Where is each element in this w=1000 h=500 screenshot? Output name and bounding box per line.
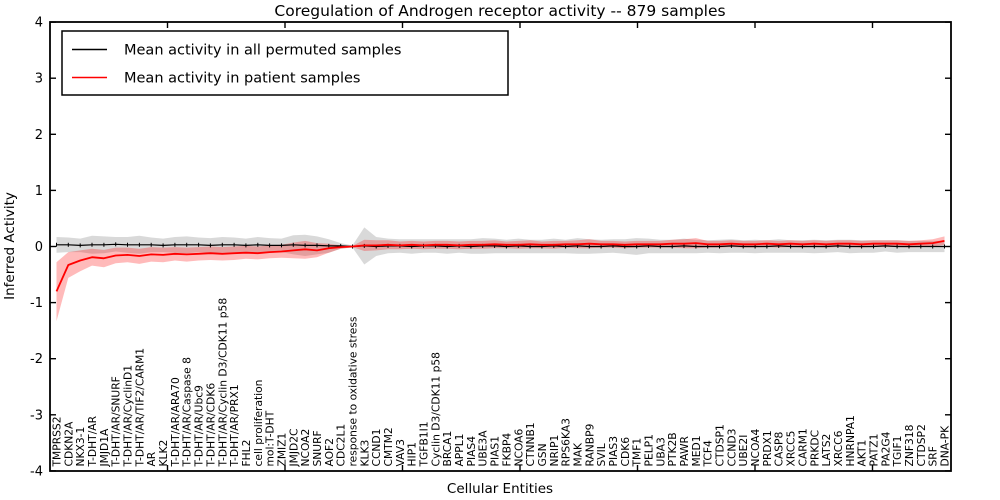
x-category-label: NRIP1 <box>548 435 561 467</box>
x-category-label: NKX3-1 <box>74 427 87 467</box>
patient-mean-line <box>55 240 945 292</box>
y-tick-label: -2 <box>30 352 43 367</box>
x-category-label: XRCC5 <box>785 431 798 467</box>
x-category-label: FHL2 <box>240 440 253 467</box>
x-category-label: PA2G4 <box>879 431 892 466</box>
x-category-label: APPL1 <box>453 434 466 467</box>
x-category-label: TMPRSS2 <box>51 417 64 468</box>
y-tick-label: -1 <box>30 296 43 311</box>
x-category-label: VAV3 <box>394 439 407 466</box>
x-category-label: CCND1 <box>370 429 383 467</box>
y-axis-label: Inferred Activity <box>2 192 18 300</box>
x-category-label: DNA-PK <box>939 425 952 467</box>
x-category-label: CDKN2A <box>62 421 75 466</box>
legend: Mean activity in all permuted samples Me… <box>61 30 509 96</box>
x-category-label: ZMIZ1 <box>276 433 289 467</box>
x-category-label: CMTM2 <box>382 427 395 466</box>
x-category-label: LATS2 <box>820 434 833 467</box>
x-category-label: T-DHT/AR/Caspase 8 <box>181 357 194 468</box>
x-category-label: JMJD1A <box>98 428 111 468</box>
x-category-label: T-DHT/AR/Ubc9 <box>193 385 206 468</box>
x-category-label: NCOA6 <box>512 429 525 467</box>
x-category-label: CDC2L1 <box>335 424 348 467</box>
x-category-label: PELP1 <box>643 434 656 466</box>
x-category-label: PIAS4 <box>465 436 478 467</box>
x-category-label: T-DHT/AR/ARA70 <box>169 377 182 468</box>
x-category-label: PAWR <box>678 435 691 466</box>
x-category-label: TGIF1 <box>891 436 904 468</box>
x-category-label: FKBP4 <box>500 433 513 467</box>
y-tick-label: -4 <box>30 464 43 479</box>
x-category-label: HNRNPA1 <box>844 415 857 466</box>
x-category-label: PIAS3 <box>607 436 620 467</box>
x-category-label: cell proliferation <box>252 380 265 467</box>
x-category-label: KLK3 <box>358 440 371 467</box>
x-category-label: ZNF318 <box>903 424 916 466</box>
x-category-label: UBA3 <box>654 437 667 466</box>
x-category-label: AR <box>145 451 158 466</box>
x-category-label: NCOA4 <box>749 429 762 467</box>
x-category-label: SVIL <box>595 443 608 466</box>
x-category-label: T-DHT/AR/CDK6 <box>204 383 217 468</box>
x-category-label: UBE2I <box>737 435 750 467</box>
x-category-label: PIAS1 <box>489 436 502 467</box>
x-category-label: mol:T-DHT <box>264 410 277 466</box>
x-category-label: CTDSP2 <box>915 424 928 466</box>
x-category-label: Cyclin D3/CDK11 p58 <box>429 352 442 467</box>
legend-box <box>61 30 509 96</box>
x-category-label: response to oxidative stress <box>347 316 360 466</box>
x-category-label: T-DHT/AR <box>86 415 99 467</box>
x-category-label: RPS6KA3 <box>560 418 573 466</box>
x-category-label: TCF4 <box>702 440 715 468</box>
x-category-label: T-DHT/AR/Cyclin D3/CDK11 p58 <box>216 298 229 468</box>
x-category-label: KLK2 <box>157 440 170 467</box>
x-category-label: T-DHT/AR/PRX1 <box>228 384 241 467</box>
plot-area: 43210-1-2-3-4TMPRSS2CDKN2ANKX3-1T-DHT/AR… <box>30 16 951 480</box>
legend-label-permuted-samples: Mean activity in all permuted samples <box>124 43 401 59</box>
x-category-label: AKT1 <box>856 440 869 467</box>
x-category-label: PTK2B <box>666 432 679 466</box>
x-category-label: GSN <box>536 443 549 466</box>
x-category-label: MED1 <box>690 435 703 466</box>
x-category-label: RANBP9 <box>583 423 596 466</box>
x-category-label: CASP8 <box>773 431 786 466</box>
y-tick-label: -3 <box>30 408 43 423</box>
x-category-label: TMF1 <box>631 438 644 468</box>
x-category-label: XRCC6 <box>832 430 845 466</box>
x-category-label: UBE3A <box>477 430 490 467</box>
x-category-label: NCOA2 <box>299 429 312 467</box>
x-category-label: T-DHT/AR/SNURF <box>110 376 123 467</box>
x-category-label: HIP1 <box>406 442 419 466</box>
x-category-label: CTNNB1 <box>524 422 537 466</box>
y-tick-label: 0 <box>35 240 43 255</box>
y-tick-label: 3 <box>35 72 43 87</box>
x-category-label: CTDSP1 <box>714 424 727 466</box>
x-category-label: MAK <box>572 442 585 467</box>
legend-label-patient-samples: Mean activity in patient samples <box>124 71 360 87</box>
x-category-label: AOF2 <box>323 438 336 466</box>
patient-std-band <box>56 236 945 322</box>
x-category-label: PRDX1 <box>761 430 774 466</box>
x-category-label: BRCA1 <box>441 431 454 467</box>
x-category-label: CDK6 <box>619 437 632 467</box>
permuted-mean-line <box>56 243 945 248</box>
x-category-label: PATZ1 <box>868 434 881 467</box>
x-axis-label: Cellular Entities <box>447 481 553 497</box>
x-category-label: JMJD2C <box>287 428 300 467</box>
x-category-label: T-DHT/AR/CyclinD1 <box>122 365 135 468</box>
y-tick-label: 4 <box>35 16 43 31</box>
y-tick-label: 2 <box>35 128 43 143</box>
x-category-label: TGFB1I1 <box>418 421 431 467</box>
chart-title: Coregulation of Androgen receptor activi… <box>274 2 725 20</box>
y-tick-label: 1 <box>35 184 43 199</box>
x-category-label: PRKDC <box>808 430 821 467</box>
x-category-label: SRF <box>927 446 940 466</box>
x-category-label: CCND3 <box>725 429 738 467</box>
x-category-label: CARM1 <box>796 428 809 466</box>
axes-frame <box>49 21 952 472</box>
x-category-label: T-DHT/AR/TIF2/CARM1 <box>133 348 146 468</box>
x-category-label: SNURF <box>311 430 324 466</box>
